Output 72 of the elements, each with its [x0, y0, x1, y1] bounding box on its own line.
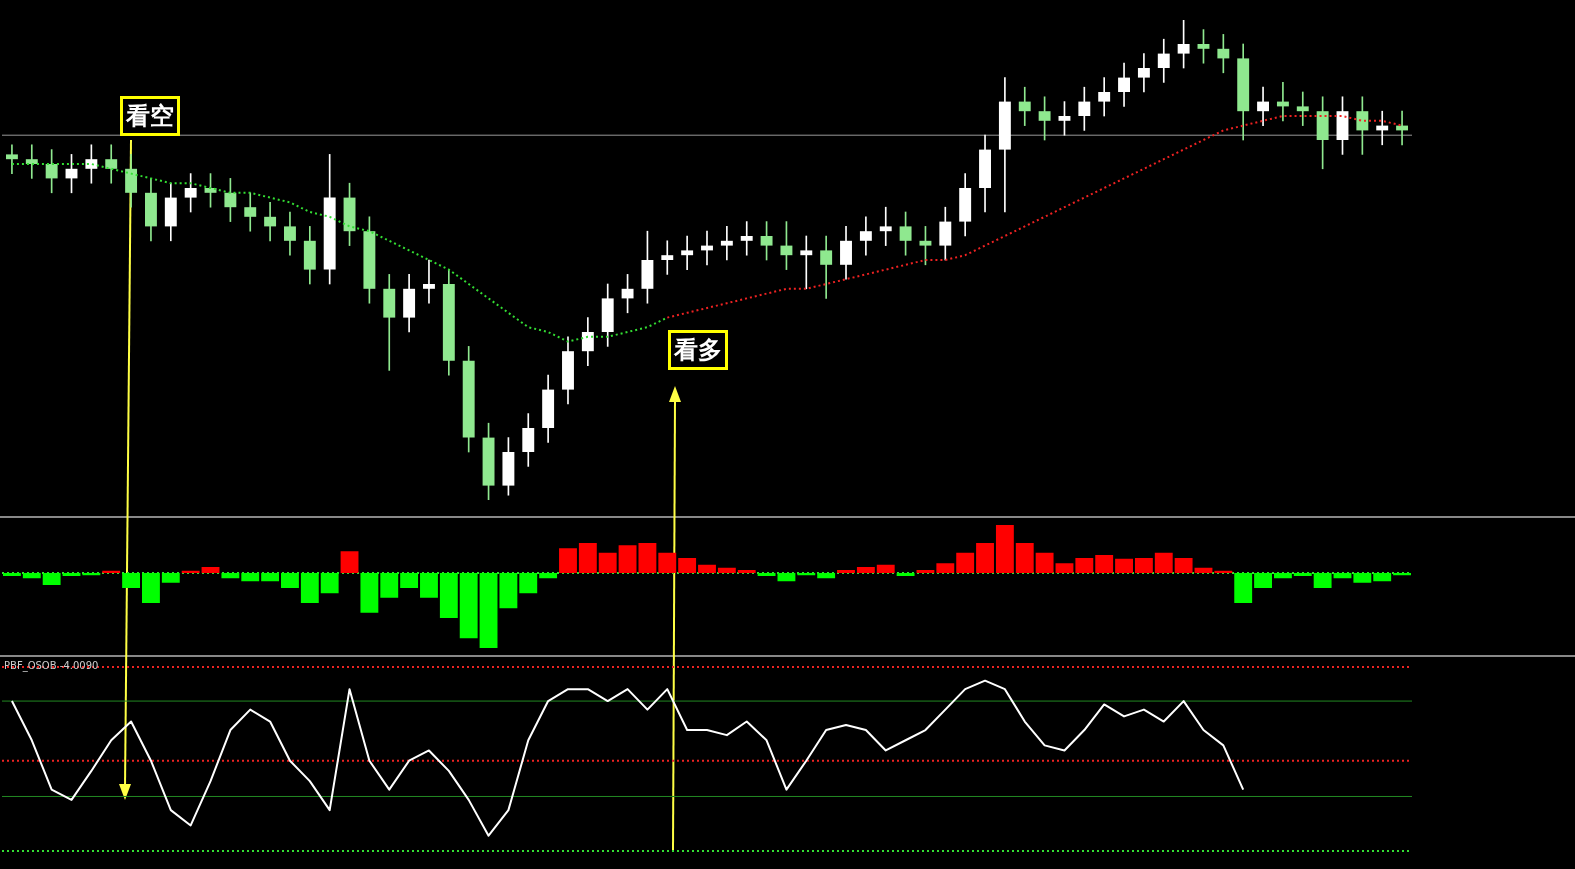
- bar: [876, 564, 895, 573]
- bar: [380, 573, 399, 598]
- text: PBF_OSOB -4.0090: [4, 660, 99, 671]
- bar: [1214, 570, 1233, 573]
- bar: [22, 573, 41, 579]
- bar: [956, 552, 975, 573]
- bar: [598, 552, 617, 573]
- bar: [1055, 563, 1074, 573]
- bar: [1134, 558, 1153, 573]
- bar: [1174, 558, 1193, 573]
- bar: [1075, 558, 1094, 573]
- bar: [2, 573, 21, 576]
- bar: [916, 570, 935, 573]
- bar: [360, 573, 379, 613]
- bar: [420, 573, 438, 598]
- bar: [1095, 555, 1114, 573]
- bar: [221, 573, 240, 579]
- bar: [1115, 558, 1133, 573]
- bar: [559, 548, 577, 573]
- bar: [1254, 573, 1272, 588]
- bar: [737, 570, 756, 573]
- bar: [181, 570, 200, 573]
- bar: [1234, 573, 1253, 603]
- bar: [698, 564, 716, 573]
- bar: [837, 570, 855, 573]
- bar: [122, 573, 141, 588]
- bar: [797, 573, 816, 576]
- bar: [1293, 573, 1312, 576]
- bar: [400, 573, 419, 588]
- bar: [261, 573, 280, 582]
- bar: [479, 573, 498, 648]
- bar: [161, 573, 180, 583]
- bar: [1015, 543, 1034, 573]
- bar: [658, 552, 677, 573]
- bar: [678, 558, 697, 573]
- bar: [1194, 567, 1213, 573]
- bar: [1373, 573, 1392, 582]
- bar: [1333, 573, 1352, 579]
- bar: [1313, 573, 1332, 588]
- bar: [102, 570, 121, 573]
- bar: [439, 573, 458, 618]
- bar: [896, 573, 915, 576]
- bar: [201, 567, 220, 573]
- bar: [340, 551, 359, 573]
- bar: [777, 573, 796, 582]
- bar: [539, 573, 558, 579]
- bar: [1154, 552, 1173, 573]
- bar: [1393, 573, 1412, 576]
- bar: [976, 543, 994, 573]
- annotation: 看多: [668, 330, 728, 370]
- bar: [281, 573, 299, 588]
- bar: [578, 543, 597, 573]
- bar: [757, 573, 776, 576]
- bar: [499, 573, 518, 609]
- bar: [1273, 573, 1292, 579]
- bar: [82, 573, 101, 576]
- bar: [42, 573, 61, 585]
- bar: [817, 573, 836, 579]
- bar: [1035, 552, 1054, 573]
- bar: [62, 573, 81, 576]
- bar: [717, 567, 736, 573]
- bar: [1353, 573, 1372, 583]
- bar: [241, 573, 260, 582]
- bar: [300, 573, 319, 603]
- bar: [142, 573, 160, 603]
- bar: [936, 563, 955, 573]
- bar: [320, 573, 339, 594]
- bar: [519, 573, 538, 594]
- bar: [995, 525, 1014, 573]
- bar: [856, 567, 875, 573]
- bar: [459, 573, 478, 639]
- annotation: 看空: [120, 96, 180, 136]
